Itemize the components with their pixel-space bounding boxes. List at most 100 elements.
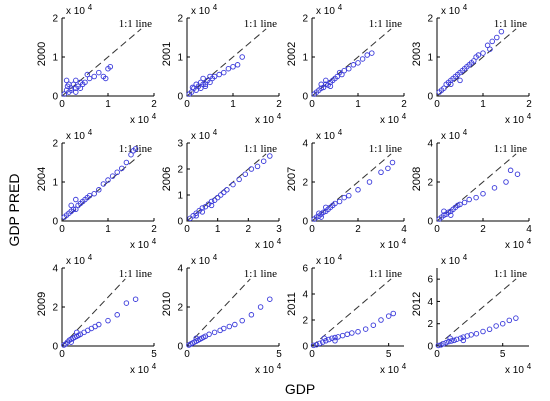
y-tick-label: 1 — [177, 53, 183, 64]
y-tick-label: 0 — [177, 217, 183, 228]
y-tick-label: 1 — [302, 53, 308, 64]
x-tick-label: 1 — [105, 99, 111, 110]
x-tick-label: 0 — [184, 224, 190, 235]
y-tick-label: 0 — [177, 92, 183, 103]
x-tick-label: 2 — [276, 99, 282, 110]
reference-line-label: 1:1 line — [369, 268, 402, 280]
global-y-axis-label: GDP PRED — [6, 174, 22, 247]
data-point — [318, 85, 324, 91]
panel-year-label: 2004 — [36, 167, 48, 191]
x-tick-label: 2 — [480, 224, 486, 235]
data-point — [211, 329, 218, 336]
x-tick-label: 2 — [246, 224, 252, 235]
reference-line-label: 1:1 line — [494, 143, 527, 155]
data-point — [86, 192, 93, 199]
y-tick-label: 0 — [427, 92, 433, 103]
axis-multiplier-label: x 10 4 — [441, 3, 468, 17]
data-point — [132, 146, 139, 152]
data-point — [460, 337, 467, 344]
data-point — [68, 339, 74, 345]
data-point — [323, 204, 329, 211]
data-point — [193, 335, 199, 341]
x-tick-label: 1 — [230, 99, 236, 110]
x-tick-label: 4 — [401, 224, 407, 235]
reference-line — [436, 153, 517, 222]
data-point — [355, 60, 361, 66]
data-point — [214, 194, 221, 201]
data-point — [447, 335, 453, 341]
data-point — [239, 317, 245, 324]
data-point — [471, 58, 477, 64]
data-point — [321, 335, 328, 341]
data-point — [102, 75, 109, 82]
x-tick-label: 0 — [309, 349, 315, 360]
reference-line — [61, 153, 142, 222]
data-point — [339, 332, 346, 339]
data-point — [310, 342, 317, 349]
reference-line — [61, 278, 126, 347]
panel-year-label: 2007 — [286, 167, 298, 191]
axis-multiplier-label: x 10 4 — [505, 112, 532, 126]
reference-line-label: 1:1 line — [494, 268, 527, 280]
data-point — [189, 84, 196, 91]
y-tick-label: 2 — [302, 14, 308, 25]
axis-multiplier-label: x 10 4 — [191, 3, 218, 17]
data-point — [254, 163, 261, 170]
reference-line — [186, 28, 267, 97]
axis-multiplier-label: x 10 4 — [255, 237, 282, 251]
y-tick-label: 6 — [427, 275, 433, 286]
data-point — [96, 187, 102, 193]
data-point — [480, 50, 486, 56]
data-point — [366, 179, 373, 185]
panel-2011: 0 5 0 2 4 6 x 10 4 x 10 4 2011 1:1 line — [286, 253, 407, 376]
data-point — [457, 201, 463, 208]
data-point — [316, 340, 323, 347]
axis-multiplier-label: x 10 4 — [130, 112, 157, 126]
data-point — [316, 210, 322, 216]
data-point — [267, 296, 273, 302]
axis-multiplier-label: x 10 4 — [505, 362, 532, 376]
data-point — [230, 181, 236, 188]
data-point — [109, 173, 116, 179]
data-point — [355, 328, 361, 335]
panel-2007: 0 2 4 0 2 4 x 10 4 x 10 4 2007 1:1 line — [286, 128, 407, 251]
data-point — [332, 200, 338, 207]
data-point — [355, 187, 361, 193]
data-point — [370, 322, 377, 328]
data-point — [73, 329, 80, 336]
x-tick-label: 0 — [434, 224, 440, 235]
data-point — [248, 166, 255, 172]
axis-multiplier-label: x 10 4 — [66, 253, 93, 267]
y-tick-label: 4 — [302, 290, 308, 301]
x-tick-label: 2 — [401, 99, 407, 110]
data-point — [457, 77, 463, 84]
data-point — [346, 192, 352, 199]
data-point — [503, 179, 509, 185]
data-point — [202, 83, 209, 89]
data-point — [225, 65, 232, 72]
x-tick-label: 0 — [309, 99, 315, 110]
data-point — [493, 323, 499, 329]
panel-year-label: 2006 — [161, 167, 173, 191]
panel-2008: 0 2 4 0 2 4 x 10 4 x 10 4 2008 1:1 line — [411, 128, 532, 251]
data-point — [206, 331, 212, 338]
panel-2004: 0 1 2 0 1 2 x 10 4 x 10 4 2004 1:1 line — [36, 128, 157, 251]
data-point — [221, 325, 227, 332]
x-tick-label: 5 — [500, 349, 506, 360]
y-tick-label: 1 — [177, 191, 183, 202]
data-point — [475, 52, 482, 58]
data-point — [484, 42, 491, 49]
x-tick-label: 0 — [309, 224, 315, 235]
x-tick-label: 3 — [276, 224, 282, 235]
data-point — [216, 71, 222, 78]
panel-2003: 0 1 2 0 1 2 x 10 4 x 10 4 2003 1:1 line — [411, 3, 532, 126]
data-point — [257, 304, 264, 310]
data-point — [207, 79, 213, 86]
x-tick-label: 0 — [184, 349, 190, 360]
data-point — [123, 300, 130, 306]
data-point — [217, 192, 224, 198]
axis-multiplier-label: x 10 4 — [130, 237, 157, 251]
data-point — [202, 81, 209, 88]
x-tick-label: 5 — [386, 349, 392, 360]
data-point — [105, 317, 111, 324]
